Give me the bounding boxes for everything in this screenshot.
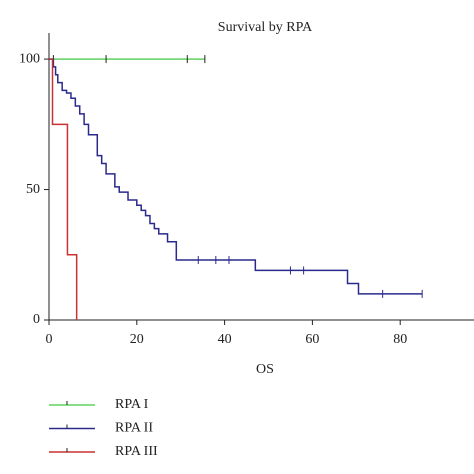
chart-title: Survival by RPA xyxy=(218,20,313,35)
survival-curve xyxy=(49,58,78,320)
legend-label: RPA III xyxy=(115,444,158,459)
y-tick-label: 100 xyxy=(19,51,40,66)
survival-curve xyxy=(49,58,423,295)
y-tick-label: 50 xyxy=(26,182,40,197)
x-axis-label: OS xyxy=(256,362,274,377)
x-tick-label: 20 xyxy=(130,332,144,347)
x-tick-label: 0 xyxy=(46,332,53,347)
y-tick-label: 0 xyxy=(33,312,40,327)
x-tick-label: 40 xyxy=(218,332,232,347)
x-tick-label: 60 xyxy=(305,332,319,347)
legend-label: RPA I xyxy=(115,397,149,412)
legend-label: RPA II xyxy=(115,421,153,436)
x-tick-label: 80 xyxy=(393,332,407,347)
